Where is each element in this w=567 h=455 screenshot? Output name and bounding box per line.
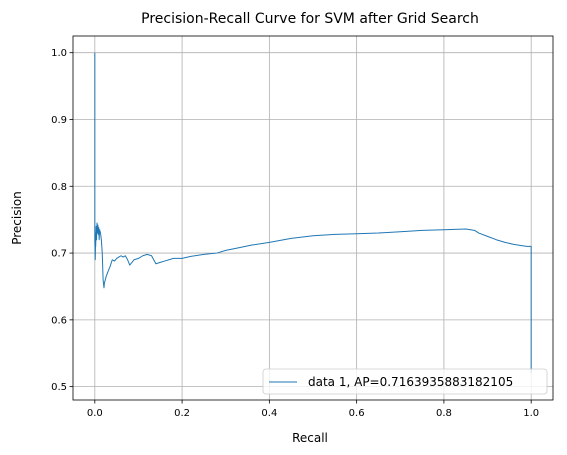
series-line	[94, 52, 532, 374]
y-axis: 0.5 0.6 0.7 0.8 0.9 1.0	[51, 48, 73, 393]
chart-title: Precision-Recall Curve for SVM after Gri…	[141, 11, 479, 27]
y-axis-label: Precision	[10, 191, 24, 245]
y-tick-label: 0.9	[51, 115, 67, 126]
x-tick-label: 0.0	[87, 408, 103, 419]
legend: data 1, AP=0.7163935883182105	[262, 368, 548, 395]
y-tick-label: 0.7	[51, 249, 67, 260]
y-tick-label: 0.8	[51, 182, 67, 193]
x-axis-label: Recall	[292, 431, 328, 445]
x-tick-label: 0.6	[349, 408, 365, 419]
series-layer	[94, 52, 532, 374]
x-tick-label: 1.0	[523, 408, 539, 419]
x-tick-label: 0.2	[174, 408, 190, 419]
x-tick-label: 0.8	[436, 408, 452, 419]
plot-frame	[72, 35, 554, 401]
legend-entry-label: data 1, AP=0.7163935883182105	[308, 375, 513, 389]
y-tick-label: 0.6	[51, 315, 67, 326]
y-tick-label: 1.0	[51, 48, 67, 59]
legend-box	[262, 368, 548, 395]
x-tick-label: 0.4	[261, 408, 277, 419]
x-axis: 0.0 0.2 0.4 0.6 0.8 1.0	[87, 400, 539, 419]
y-tick-label: 0.5	[51, 382, 67, 393]
grid	[73, 36, 553, 400]
